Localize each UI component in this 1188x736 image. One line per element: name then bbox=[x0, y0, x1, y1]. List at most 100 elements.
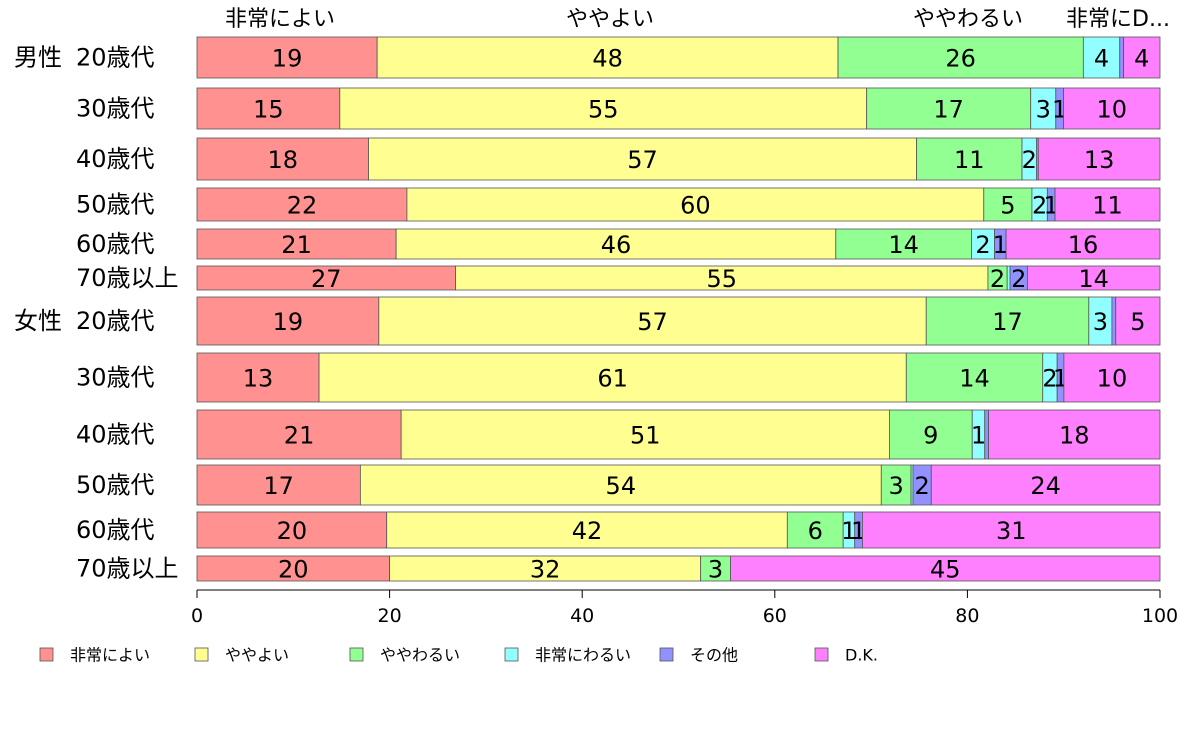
bar-segment bbox=[196, 228, 397, 260]
data-label: 3 bbox=[1036, 96, 1051, 124]
data-label: 21 bbox=[284, 422, 315, 450]
bar-row: 18 57 11 2 13 bbox=[196, 137, 1161, 181]
data-label: 55 bbox=[706, 265, 737, 293]
top-label: ややよい bbox=[566, 7, 654, 32]
row-labels: 20歳代 30歳代 40歳代 50歳代 60歳代 70歳以上 20歳代 30歳代 40歳代 50歳… bbox=[76, 44, 179, 583]
row-label: 40歳代 bbox=[76, 145, 155, 173]
bar-row: 20 42 6 11 31 bbox=[196, 511, 1161, 549]
data-label: 1 bbox=[841, 517, 856, 545]
data-label: 45 bbox=[930, 556, 961, 584]
x-tick-label: 40 bbox=[570, 605, 594, 627]
data-label: 6 bbox=[808, 517, 823, 545]
data-label: 17 bbox=[933, 96, 964, 124]
data-label: 22 bbox=[287, 192, 318, 220]
row-label: 30歳代 bbox=[76, 95, 155, 123]
bar-row: 17 54 3 2 24 bbox=[196, 464, 1161, 506]
bar-row: 21 46 14 2 1 16 bbox=[196, 228, 1161, 260]
bar-segment bbox=[1026, 265, 1161, 291]
x-tick-label: 100 bbox=[1142, 605, 1178, 627]
bar-segment bbox=[1054, 187, 1161, 222]
data-label: 54 bbox=[606, 472, 637, 500]
bar-segment bbox=[359, 464, 882, 506]
row-label: 30歳代 bbox=[76, 364, 155, 392]
data-label: 14 bbox=[888, 231, 919, 259]
bar-segment bbox=[455, 265, 989, 291]
bar-segment bbox=[196, 187, 408, 222]
bar-segment bbox=[1119, 36, 1124, 79]
bar-row: 15 55 17 3 1 10 bbox=[196, 87, 1161, 130]
data-label: 19 bbox=[273, 308, 304, 336]
row-label: 20歳代 bbox=[76, 44, 155, 72]
bar-segment bbox=[196, 464, 361, 506]
row-label: 70歳以上 bbox=[76, 264, 179, 292]
bar-row: 19 57 17 3 5 bbox=[196, 296, 1161, 346]
bar-segment bbox=[905, 352, 1044, 403]
data-label: 2 bbox=[1032, 192, 1047, 220]
bar-segment bbox=[378, 296, 927, 346]
data-label: 55 bbox=[588, 96, 619, 124]
bar-segment bbox=[862, 511, 1161, 549]
row-label: 70歳以上 bbox=[76, 555, 179, 583]
bar-segment bbox=[984, 409, 989, 460]
bar-segment bbox=[389, 555, 702, 582]
legend-item: ややわるい bbox=[349, 646, 460, 665]
row-label: 50歳代 bbox=[76, 191, 155, 219]
bar-segment bbox=[196, 409, 402, 460]
legend-swatch bbox=[504, 647, 519, 662]
data-label: 42 bbox=[572, 517, 603, 545]
bar-segment bbox=[700, 555, 731, 582]
bar-segment bbox=[916, 137, 1023, 181]
legend-swatch bbox=[814, 647, 829, 662]
bar-row: 19 48 26 4 4 bbox=[196, 36, 1161, 79]
data-label: 10 bbox=[1096, 96, 1127, 124]
data-label: 2 bbox=[990, 265, 1005, 293]
data-label: 17 bbox=[992, 308, 1023, 336]
top-label: ややわるい bbox=[913, 7, 1023, 32]
legend-swatch bbox=[194, 647, 209, 662]
bar-segment bbox=[837, 36, 1084, 79]
bar-segment bbox=[395, 228, 837, 260]
x-tick-label: 60 bbox=[763, 605, 787, 627]
data-label: 18 bbox=[1059, 422, 1090, 450]
bar-segment bbox=[1037, 137, 1161, 181]
bar-segment bbox=[835, 228, 972, 260]
data-label: 31 bbox=[996, 517, 1027, 545]
data-label: 10 bbox=[1097, 365, 1128, 393]
data-label: 1 bbox=[993, 231, 1008, 259]
bar-segment bbox=[386, 511, 788, 549]
data-label: 57 bbox=[637, 308, 668, 336]
row-label: 50歳代 bbox=[76, 471, 155, 499]
bar-segment bbox=[400, 409, 890, 460]
x-axis: 0 20 40 60 80 100 bbox=[191, 589, 1178, 627]
bar-segment bbox=[866, 87, 1032, 130]
data-label: 17 bbox=[263, 472, 294, 500]
legend-swatch bbox=[659, 647, 674, 662]
legend-label: 非常にわるい bbox=[535, 646, 631, 665]
data-label: 11 bbox=[1092, 192, 1123, 220]
data-label: 3 bbox=[889, 472, 904, 500]
data-label: 2 bbox=[914, 472, 929, 500]
bar-segment bbox=[1115, 296, 1161, 346]
group-label: 男性 bbox=[14, 44, 62, 72]
legend-item: 非常にわるい bbox=[504, 646, 631, 665]
group-label: 女性 bbox=[14, 307, 62, 335]
data-label: 11 bbox=[954, 146, 985, 174]
legend-item: D.K. bbox=[814, 646, 878, 665]
bar-row: 13 61 14 21 10 bbox=[196, 352, 1161, 403]
bar-segment bbox=[406, 187, 985, 222]
bar-row: 27 55 2 2 14 bbox=[196, 265, 1161, 293]
bar-segment bbox=[368, 137, 918, 181]
x-tick-label: 20 bbox=[378, 605, 402, 627]
data-label: 3 bbox=[1093, 308, 1108, 336]
top-label: 非常にD... bbox=[1066, 7, 1170, 32]
bar-segment bbox=[1006, 265, 1011, 291]
legend-label: その他 bbox=[690, 646, 738, 665]
legend-label: 非常によい bbox=[70, 646, 150, 665]
bar-segment bbox=[983, 187, 1033, 222]
bar-segment bbox=[196, 36, 378, 79]
data-label: 24 bbox=[1030, 472, 1061, 500]
data-label: 26 bbox=[945, 45, 976, 73]
top-label: 非常によい bbox=[225, 7, 335, 32]
data-label: 2 bbox=[1022, 146, 1037, 174]
